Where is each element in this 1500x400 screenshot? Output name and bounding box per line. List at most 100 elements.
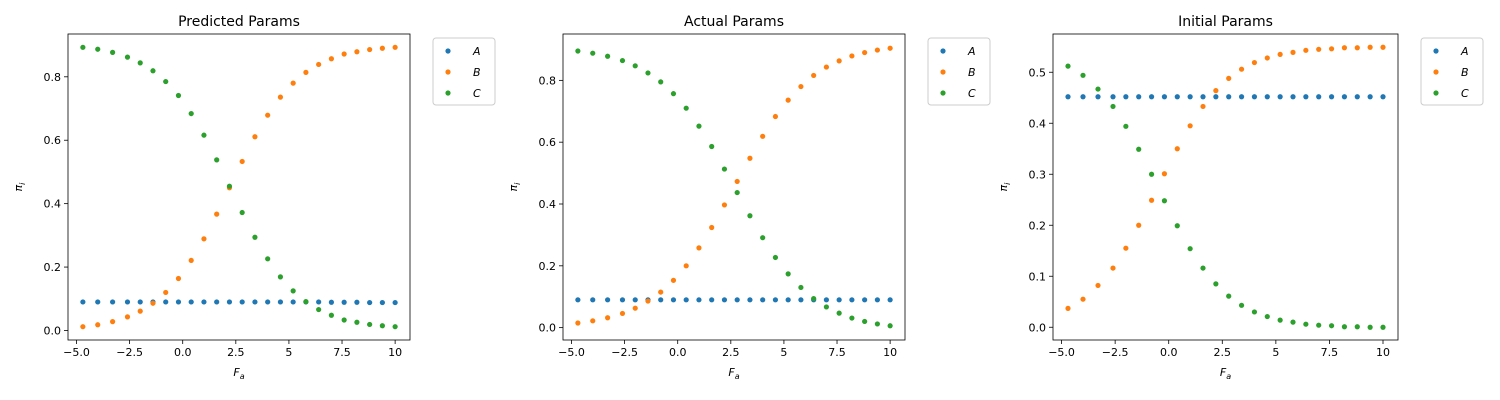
- point: [1200, 265, 1206, 271]
- point: [290, 288, 296, 294]
- point: [1187, 246, 1193, 252]
- point: [80, 299, 86, 305]
- point: [772, 297, 779, 303]
- plot-frame: [562, 33, 906, 341]
- point: [95, 299, 101, 305]
- point: [1277, 51, 1283, 58]
- point: [619, 57, 626, 64]
- y-tick-label: 0.6: [539, 136, 557, 149]
- point: [1187, 123, 1193, 129]
- point: [1226, 75, 1232, 81]
- point: [632, 63, 638, 69]
- point: [1226, 94, 1232, 100]
- point: [1290, 319, 1296, 325]
- point: [316, 306, 322, 313]
- point: [1316, 94, 1322, 100]
- plot-frame: [67, 33, 411, 341]
- point: [1226, 293, 1232, 299]
- y-axis-label-sub: i: [18, 182, 27, 185]
- x-tick-label: 2.5: [1214, 346, 1232, 359]
- point: [392, 44, 398, 50]
- y-tick-label: 0.8: [539, 74, 557, 87]
- point: [277, 274, 284, 280]
- y-tick-label: 0.1: [1029, 270, 1047, 283]
- point: [1341, 324, 1348, 330]
- point: [874, 297, 880, 303]
- x-tick-label: 10: [1376, 346, 1390, 359]
- chart-title: Actual Params: [684, 14, 784, 30]
- legend-marker: [445, 90, 451, 96]
- x-tick-label: 0.0: [669, 346, 687, 359]
- point: [316, 299, 322, 305]
- point: [1200, 103, 1206, 110]
- x-tick-label: 5: [780, 346, 787, 359]
- legend-marker: [445, 69, 451, 75]
- point: [798, 284, 804, 291]
- point: [252, 234, 258, 240]
- point: [1367, 44, 1373, 50]
- point: [367, 46, 373, 53]
- x-tick-label: −5.0: [63, 346, 90, 359]
- x-axis-label: Fa: [728, 366, 739, 381]
- point: [150, 300, 156, 306]
- point: [785, 97, 791, 103]
- legend-marker: [1433, 69, 1439, 75]
- y-tick-label: 0.3: [1029, 168, 1047, 181]
- point: [1213, 281, 1219, 287]
- point: [188, 110, 194, 117]
- point: [1095, 282, 1101, 289]
- point: [1136, 222, 1142, 228]
- point: [290, 80, 296, 86]
- point: [354, 319, 360, 325]
- y-axis-label: πi: [12, 182, 27, 192]
- point: [632, 297, 638, 303]
- x-tick-label: 10: [388, 346, 402, 359]
- point: [124, 299, 131, 305]
- point: [1367, 94, 1373, 100]
- x-tick-label: −5.0: [558, 346, 585, 359]
- point: [1328, 94, 1335, 100]
- point: [1110, 103, 1116, 110]
- point: [709, 143, 715, 150]
- y-tick-label: 0.6: [44, 134, 62, 147]
- point: [1174, 223, 1180, 229]
- point: [1174, 146, 1180, 152]
- y-axis-label-sub: i: [513, 182, 522, 185]
- legend-label: A: [472, 45, 481, 58]
- point: [658, 289, 664, 295]
- point: [632, 305, 638, 311]
- legend-marker: [940, 48, 946, 54]
- point: [163, 299, 169, 305]
- legend-label: C: [473, 87, 481, 100]
- point: [214, 299, 220, 305]
- point: [1095, 86, 1101, 92]
- point: [137, 308, 143, 314]
- point: [328, 312, 335, 318]
- point: [862, 297, 868, 303]
- point: [590, 318, 596, 324]
- point: [670, 277, 677, 283]
- point: [367, 299, 373, 306]
- point: [188, 299, 194, 305]
- point: [1303, 47, 1309, 53]
- point: [1341, 94, 1348, 100]
- point: [683, 297, 689, 303]
- point: [110, 319, 116, 325]
- x-axis-label: Fa: [233, 366, 244, 381]
- point: [1238, 94, 1245, 100]
- x-tick-label: −2.5: [611, 346, 638, 359]
- point: [1354, 324, 1360, 330]
- x-tick-label: 7.5: [333, 346, 351, 359]
- point: [175, 299, 182, 305]
- point: [1251, 94, 1258, 100]
- legend-marker: [445, 48, 451, 54]
- point: [798, 83, 804, 90]
- point: [1136, 94, 1142, 100]
- point: [605, 53, 611, 59]
- point: [201, 236, 207, 242]
- legend-box: [1420, 37, 1484, 106]
- legend-label: B: [968, 66, 976, 79]
- point: [1161, 198, 1168, 204]
- chart-title: Predicted Params: [178, 14, 300, 30]
- point: [328, 56, 335, 62]
